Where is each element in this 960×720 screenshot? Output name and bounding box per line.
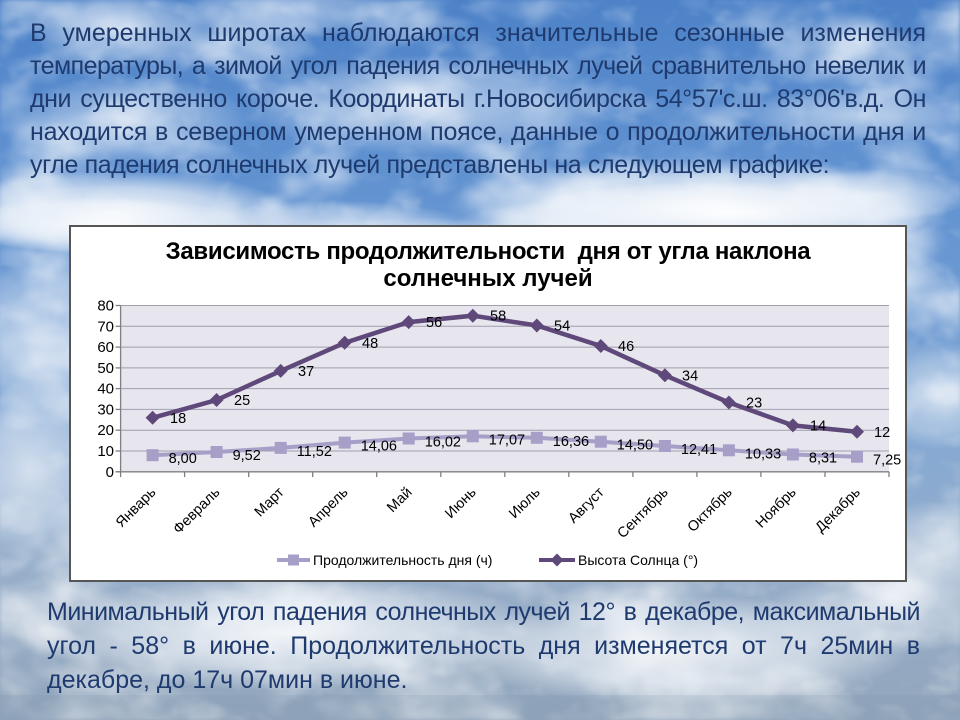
- svg-text:60: 60: [97, 339, 114, 356]
- svg-text:46: 46: [618, 339, 634, 355]
- svg-text:30: 30: [97, 401, 114, 418]
- svg-text:9,52: 9,52: [233, 448, 261, 464]
- svg-text:50: 50: [97, 360, 114, 377]
- svg-text:56: 56: [426, 315, 442, 331]
- svg-text:8,31: 8,31: [809, 451, 837, 467]
- svg-text:70: 70: [97, 318, 114, 335]
- svg-text:Высота Солнца (°): Высота Солнца (°): [578, 552, 698, 568]
- svg-text:Продолжительность дня (ч): Продолжительность дня (ч): [313, 552, 492, 568]
- svg-text:солнечных лучей: солнечных лучей: [383, 265, 592, 292]
- svg-text:25: 25: [234, 393, 250, 409]
- svg-text:12: 12: [874, 425, 890, 441]
- svg-text:16,02: 16,02: [425, 435, 461, 451]
- svg-text:Зависимость продолжительности: Зависимость продолжительности дня от угл…: [166, 238, 812, 265]
- svg-text:54: 54: [554, 319, 570, 335]
- svg-text:7,25: 7,25: [873, 453, 901, 469]
- svg-text:11,52: 11,52: [297, 444, 332, 460]
- svg-text:37: 37: [298, 364, 314, 380]
- svg-text:18: 18: [170, 411, 186, 427]
- svg-text:34: 34: [682, 368, 698, 384]
- svg-text:14: 14: [810, 418, 826, 434]
- svg-text:8,00: 8,00: [169, 451, 197, 467]
- svg-text:48: 48: [362, 336, 378, 352]
- svg-text:0: 0: [106, 464, 114, 481]
- svg-text:14,50: 14,50: [617, 438, 653, 454]
- svg-text:17,07: 17,07: [489, 432, 525, 448]
- svg-text:80: 80: [97, 298, 114, 315]
- svg-text:10: 10: [97, 443, 114, 460]
- svg-text:16,36: 16,36: [553, 434, 589, 450]
- svg-text:10,33: 10,33: [745, 446, 781, 462]
- svg-text:40: 40: [97, 381, 114, 398]
- svg-text:14,06: 14,06: [361, 439, 397, 455]
- svg-text:20: 20: [97, 422, 114, 439]
- svg-text:12,41: 12,41: [681, 442, 717, 458]
- svg-text:23: 23: [746, 396, 762, 412]
- svg-text:58: 58: [490, 309, 506, 325]
